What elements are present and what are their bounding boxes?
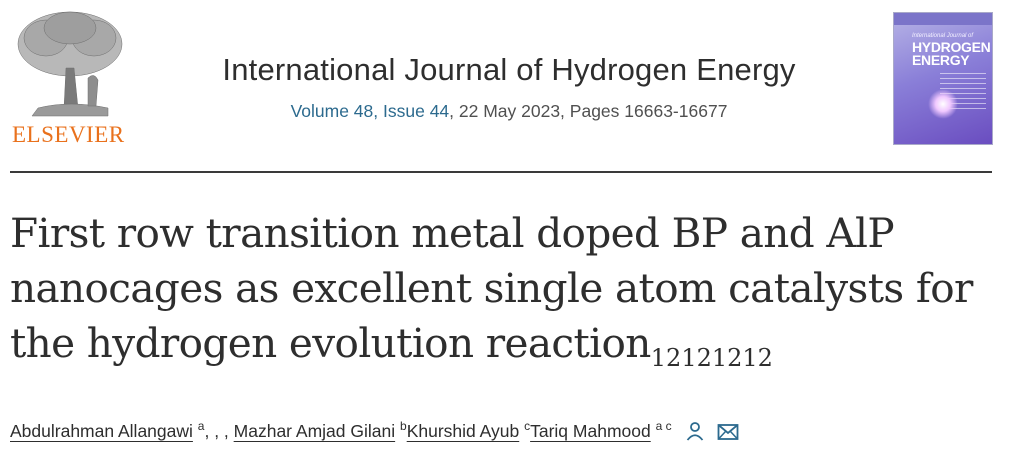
cover-title-line1: HYDROGEN bbox=[912, 39, 991, 55]
author-affil-2[interactable]: b bbox=[400, 419, 407, 433]
cover-title-line2: ENERGY bbox=[912, 52, 970, 68]
volume-issue-link[interactable]: Volume 48, Issue 44 bbox=[290, 101, 450, 121]
author-separator-1: , , , bbox=[204, 421, 234, 441]
author-affil-1[interactable]: a bbox=[197, 419, 205, 433]
author-link-2[interactable]: Mazhar Amjad Gilani bbox=[233, 421, 396, 441]
envelope-icon[interactable] bbox=[717, 423, 739, 446]
author-affil-4[interactable]: a c bbox=[655, 419, 672, 433]
journal-title-link[interactable]: International Journal of Hydrogen Energy bbox=[222, 52, 796, 87]
issue-info: Volume 48, Issue 44, 22 May 2023, Pages … bbox=[0, 101, 1018, 122]
cover-small-text: International Journal of bbox=[912, 33, 974, 39]
header-divider bbox=[10, 171, 992, 173]
issue-date-pages: , 22 May 2023, Pages 16663-16677 bbox=[449, 101, 728, 121]
elsevier-wordmark: ELSEVIER bbox=[12, 122, 125, 147]
author-link-4[interactable]: Tariq Mahmood bbox=[530, 421, 651, 441]
article-title-subscript: 12121212 bbox=[650, 344, 773, 372]
author-link-3[interactable]: Khurshid Ayub bbox=[406, 421, 520, 441]
article-title-main: First row transition metal doped BP and … bbox=[10, 209, 973, 367]
person-icon[interactable] bbox=[685, 421, 705, 446]
cover-top-band bbox=[894, 13, 992, 25]
cover-glow bbox=[928, 89, 958, 119]
author-link-1[interactable]: Abdulrahman Allangawi bbox=[10, 421, 193, 441]
tree-emblem-icon bbox=[17, 11, 123, 117]
article-title: First row transition metal doped BP and … bbox=[10, 206, 1010, 386]
author-affil-3[interactable]: c bbox=[524, 419, 531, 433]
cover-title: HYDROGEN ENERGY bbox=[912, 39, 992, 68]
journal-cover-image[interactable]: International Journal of HYDROGEN ENERGY bbox=[893, 12, 993, 145]
elsevier-logo[interactable]: ELSEVIER bbox=[8, 8, 132, 147]
author-list: Abdulrahman Allangawi a, , , Mazhar Amja… bbox=[10, 419, 739, 446]
